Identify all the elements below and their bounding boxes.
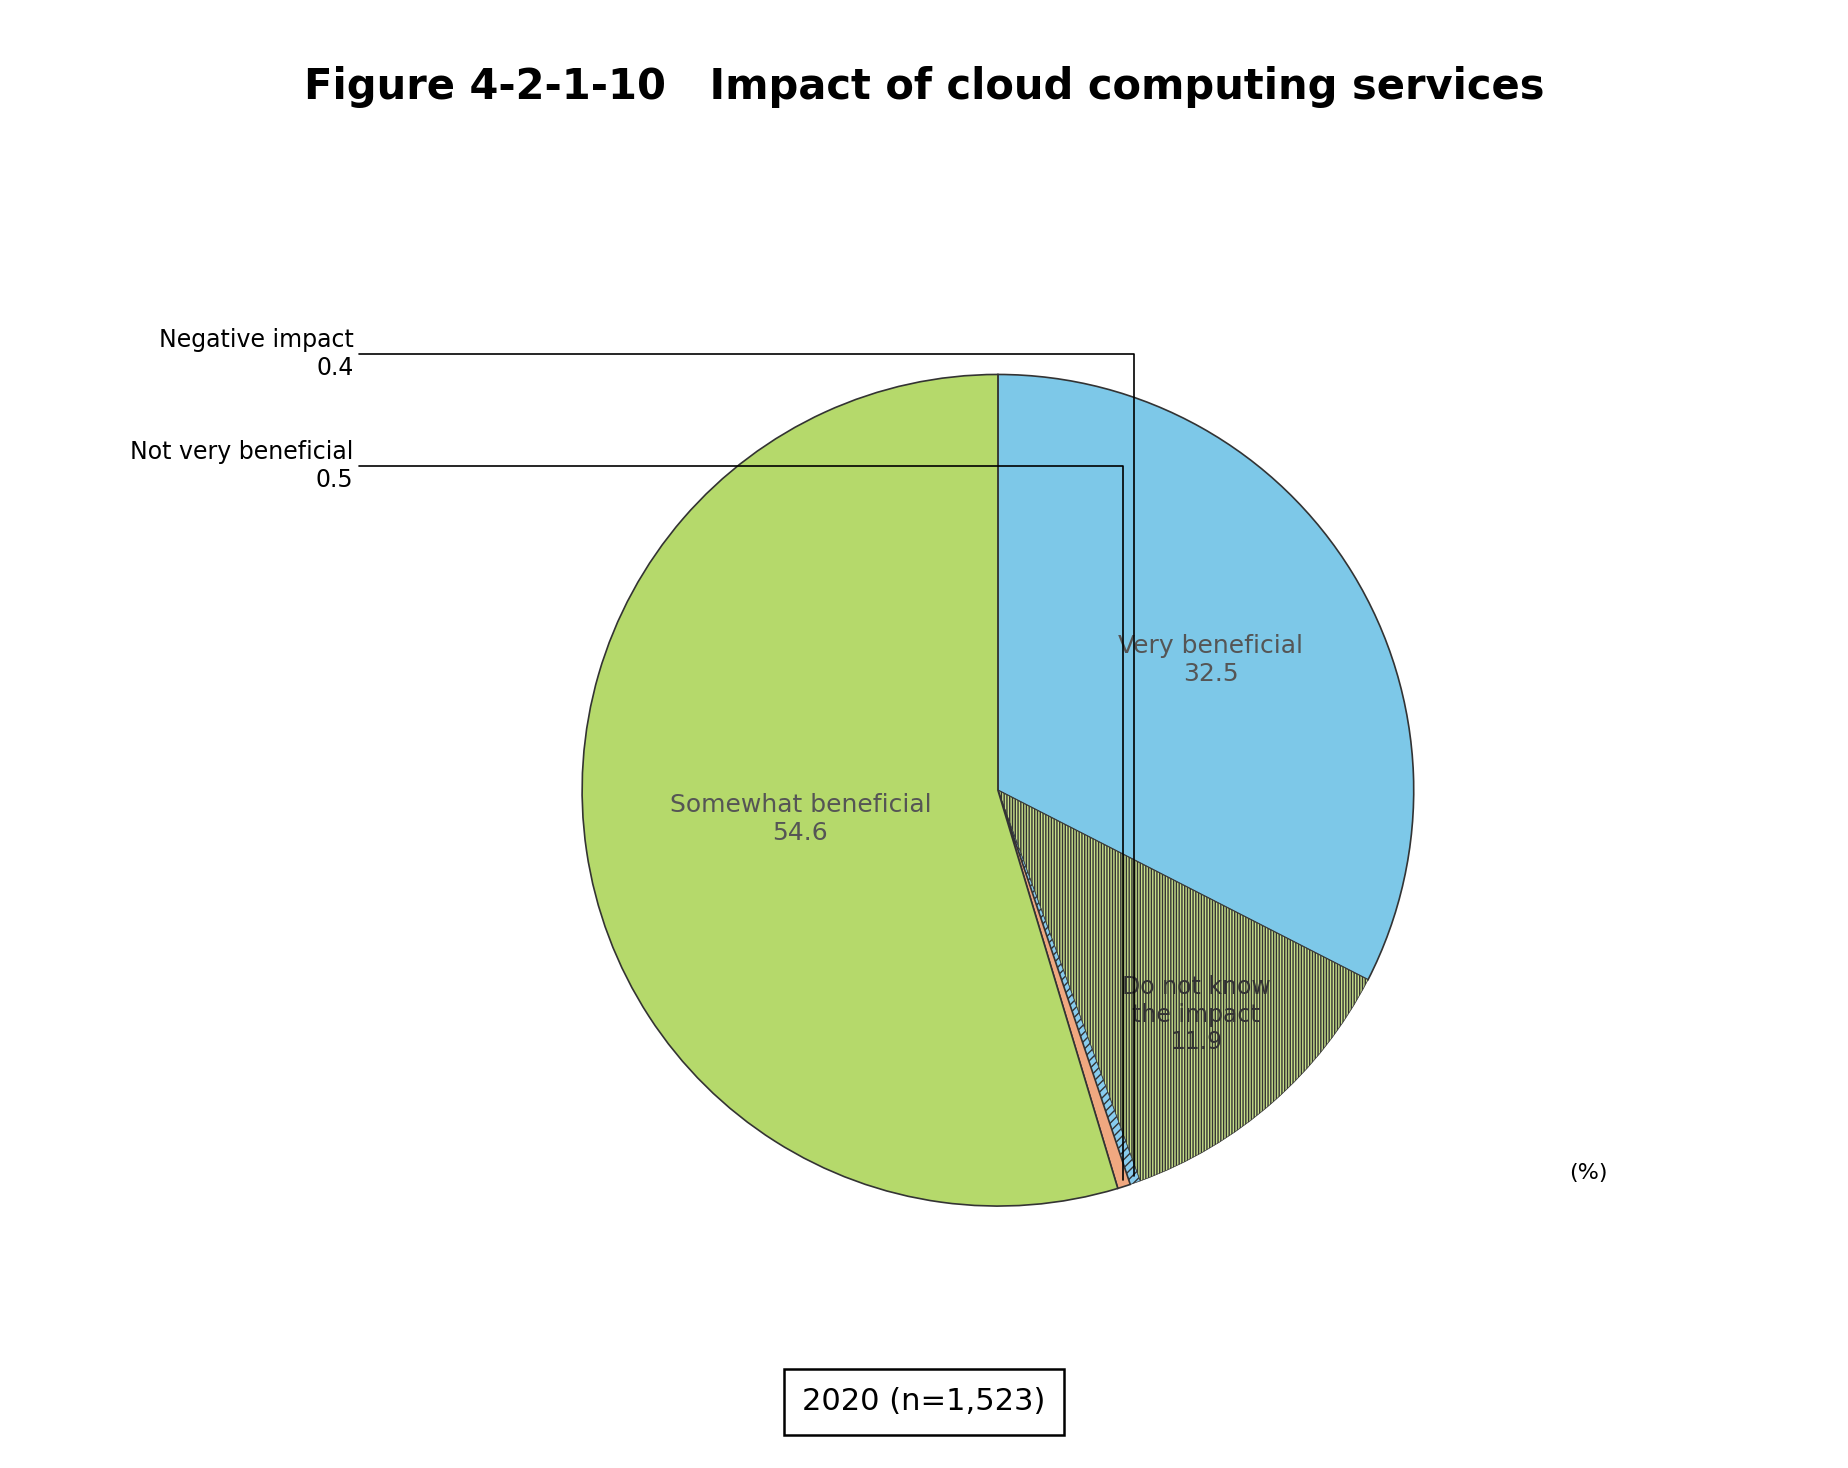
Text: (%): (%) [1569,1163,1608,1183]
Wedge shape [998,374,1414,979]
Text: Not very beneficial
0.5: Not very beneficial 0.5 [129,440,1124,1180]
Wedge shape [998,790,1131,1189]
Text: Somewhat beneficial
54.6: Somewhat beneficial 54.6 [669,793,931,846]
Wedge shape [998,790,1368,1180]
Wedge shape [998,790,1140,1185]
Text: Figure 4-2-1-10   Impact of cloud computing services: Figure 4-2-1-10 Impact of cloud computin… [303,66,1545,109]
Text: Do not know
the impact
11.9: Do not know the impact 11.9 [1122,975,1270,1054]
Text: 2020 (n=1,523): 2020 (n=1,523) [802,1387,1046,1417]
Text: Negative impact
0.4: Negative impact 0.4 [159,327,1135,1176]
Wedge shape [582,374,1118,1207]
Text: Very beneficial
32.5: Very beneficial 32.5 [1118,634,1303,686]
